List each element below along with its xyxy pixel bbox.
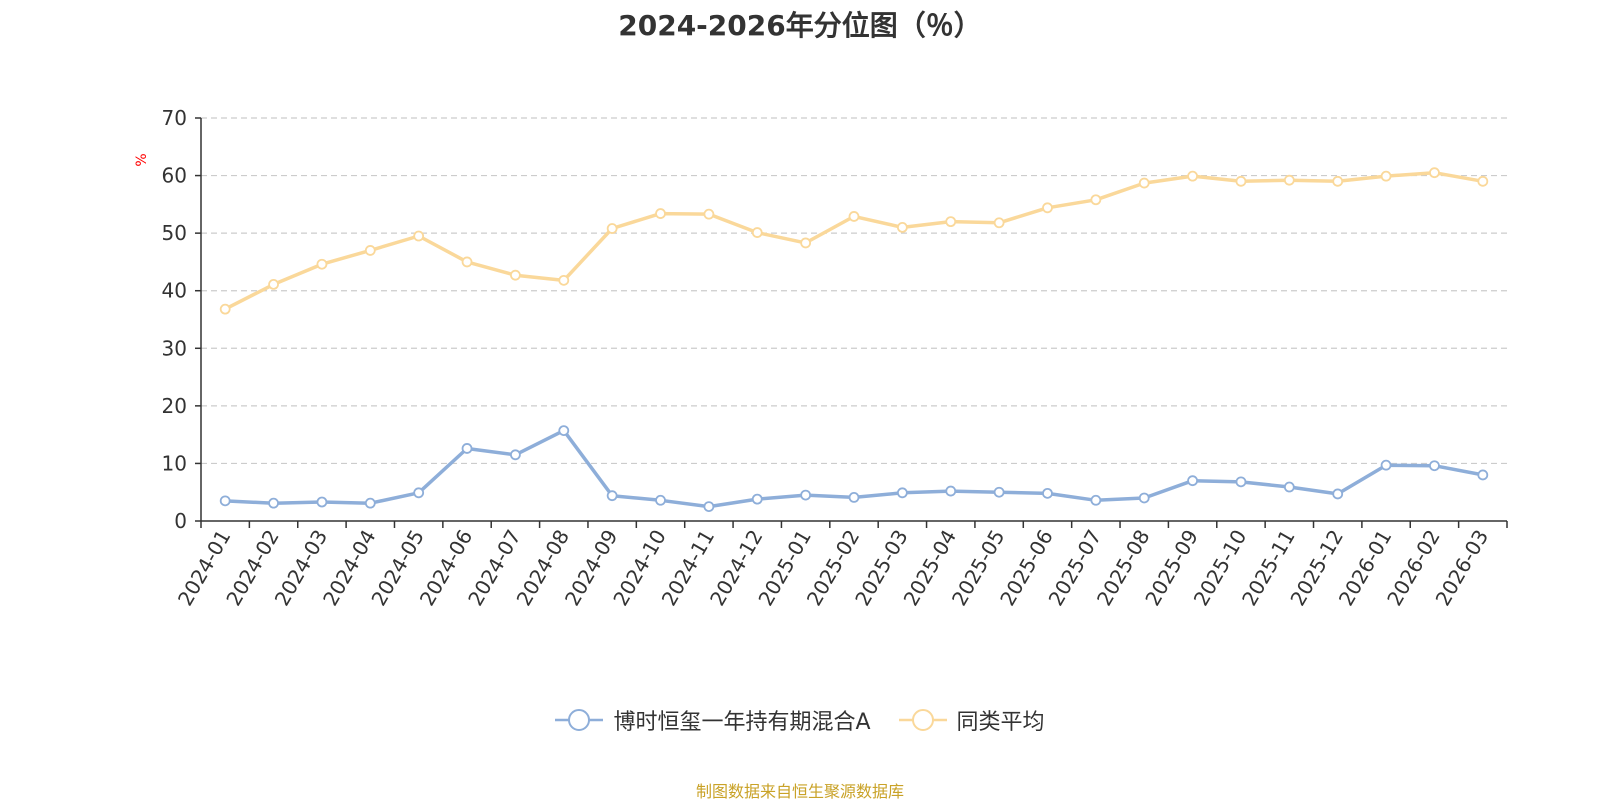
data-point [993, 486, 1005, 498]
data-point [1380, 459, 1392, 471]
data-point [1477, 175, 1489, 187]
data-point [655, 494, 666, 506]
legend: 博时恒玺一年持有期混合A 同类平均 [0, 704, 1600, 739]
data-point [558, 425, 570, 437]
data-point [606, 223, 618, 234]
y-tick-label: 40 [162, 279, 187, 303]
legend-swatch-marker [568, 709, 591, 731]
data-point [1477, 469, 1489, 481]
data-point [896, 487, 908, 499]
grid-lines [201, 117, 1507, 465]
data-point [219, 495, 231, 507]
data-point [993, 217, 1005, 229]
data-point [1283, 174, 1295, 186]
y-tick-label: 20 [162, 394, 187, 418]
y-tick-label: 50 [162, 221, 187, 245]
data-point [751, 227, 763, 238]
y-axis-label: % [134, 153, 150, 166]
y-tick-label: 0 [174, 509, 187, 533]
data-point [945, 485, 957, 497]
y-tick-label: 70 [162, 106, 187, 130]
data-point [510, 449, 521, 461]
y-tick-label: 30 [162, 336, 187, 360]
data-point [316, 258, 328, 270]
data-point [1332, 488, 1344, 500]
data-point [1138, 492, 1150, 504]
data-point [1090, 194, 1102, 206]
data-point [1429, 167, 1440, 179]
legend-swatch [555, 709, 604, 731]
data-point [606, 490, 618, 502]
data-point [1187, 170, 1198, 182]
y-tick-label: 60 [162, 164, 187, 188]
legend-label: 同类平均 [956, 710, 1045, 735]
data-point [800, 237, 812, 249]
legend-swatch [898, 709, 947, 731]
data-point [268, 497, 279, 509]
data-point [751, 493, 763, 505]
axes [195, 117, 1508, 528]
data-point [219, 303, 231, 315]
data-point [800, 489, 812, 501]
source-note: 制图数据来自恒生聚源数据库 [695, 782, 904, 801]
data-point [1332, 175, 1344, 187]
series-line-1 [224, 170, 1484, 311]
data-point [1042, 202, 1053, 214]
data-point [1138, 177, 1150, 189]
data-point [461, 256, 473, 268]
data-point [848, 211, 860, 222]
data-point [558, 274, 570, 286]
data-point [655, 208, 666, 219]
data-point [945, 216, 957, 228]
data-point [364, 245, 376, 256]
data-points [219, 167, 1489, 513]
data-point [1042, 487, 1053, 499]
data-point [268, 278, 279, 290]
legend-item[interactable]: 博时恒玺一年持有期混合A [555, 704, 871, 736]
data-point [413, 230, 425, 242]
data-point [703, 208, 715, 220]
data-point [316, 496, 328, 508]
data-point [510, 269, 521, 281]
data-point [703, 501, 715, 513]
legend-item[interactable]: 同类平均 [898, 704, 1045, 736]
data-point [1090, 494, 1102, 506]
data-point [1235, 175, 1247, 187]
data-point [1429, 460, 1440, 472]
data-point [896, 221, 908, 233]
data-point [1283, 481, 1295, 493]
data-point [364, 497, 376, 509]
data-point [413, 487, 425, 499]
y-tick-label: 10 [162, 451, 187, 475]
legend-swatch-marker [911, 709, 934, 731]
data-point [461, 443, 473, 454]
data-point [1380, 170, 1392, 182]
series-lines [224, 170, 1484, 509]
data-point [1187, 475, 1198, 487]
chart-title: 2024-2026年分位图（％） [618, 9, 982, 42]
legend-label: 博时恒玺一年持有期混合A [613, 710, 871, 735]
data-point [848, 491, 860, 503]
data-point [1235, 476, 1247, 488]
